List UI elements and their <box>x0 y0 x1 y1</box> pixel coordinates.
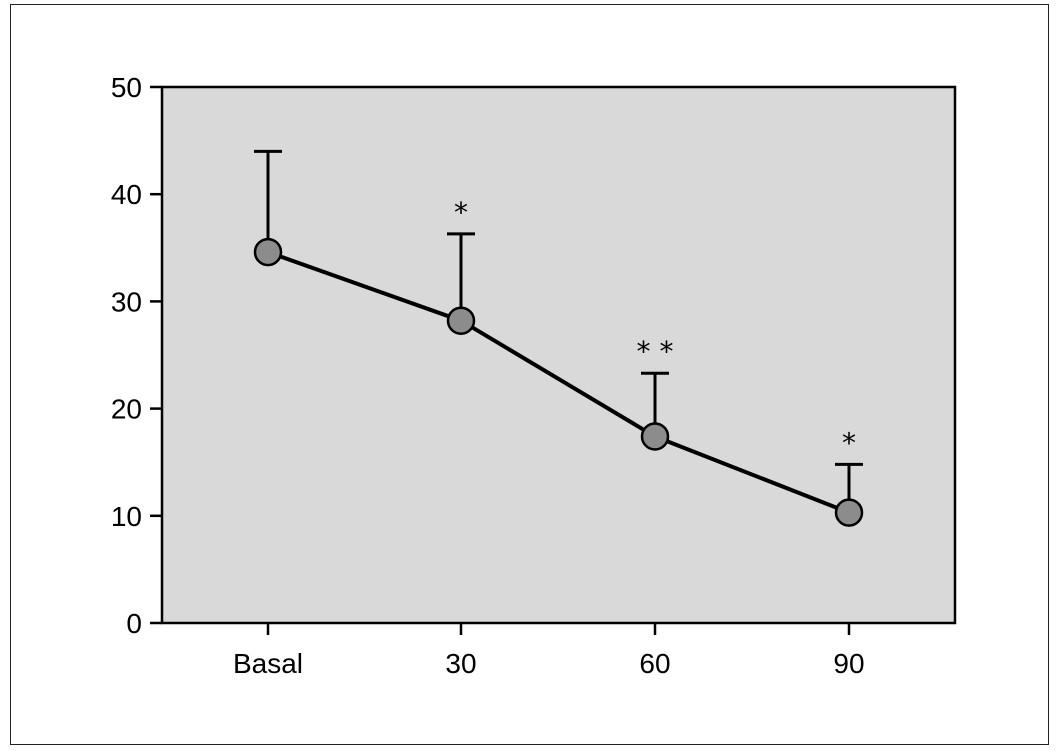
plot-area <box>160 85 957 625</box>
data-point <box>834 498 864 527</box>
x-tick-label: 30 <box>445 648 476 679</box>
y-tick-label: 40 <box>111 179 142 210</box>
y-tick-label: 50 <box>111 72 142 103</box>
axes: 0 10 20 30 40 50 Basal 30 60 90 <box>111 72 865 679</box>
series-line <box>267 250 850 515</box>
data-marks: * * * * <box>253 149 864 527</box>
y-tick-label: 30 <box>111 286 142 317</box>
significance-label: * <box>454 196 468 229</box>
x-tick-label: 90 <box>833 648 864 679</box>
y-tick-label: 10 <box>111 501 142 532</box>
y-tick-label: 20 <box>111 394 142 425</box>
figure-frame <box>10 4 1049 745</box>
y-tick-label: 0 <box>126 608 142 639</box>
significance-label: * * <box>637 335 674 368</box>
x-tick-label: Basal <box>233 648 303 679</box>
data-point <box>640 422 670 451</box>
x-tick-label: 60 <box>639 648 670 679</box>
data-point <box>446 306 476 335</box>
significance-label: * <box>842 426 856 459</box>
data-point <box>253 237 283 267</box>
